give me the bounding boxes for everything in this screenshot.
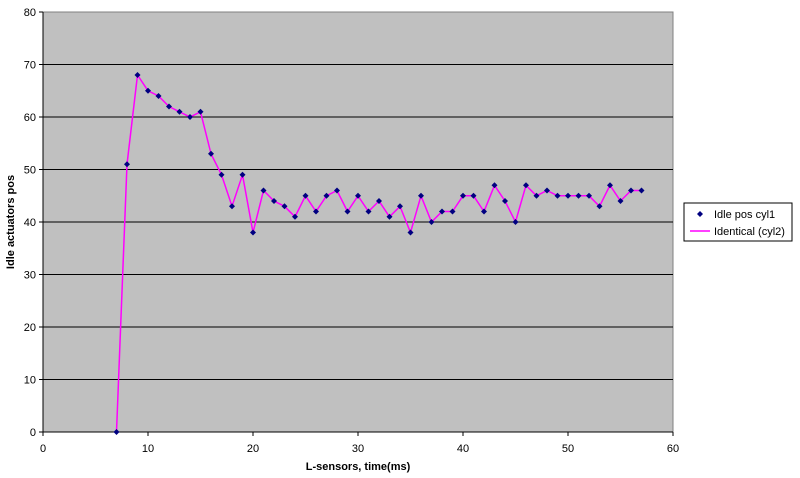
data-point bbox=[313, 208, 319, 215]
data-point bbox=[187, 114, 193, 120]
data-point bbox=[575, 192, 582, 199]
data-point bbox=[554, 192, 561, 199]
legend-entries: Idle pos cyl1 Identical (cyl2) bbox=[690, 209, 785, 238]
legend: Idle pos cyl1 Identical (cyl2) bbox=[683, 202, 793, 242]
data-point bbox=[470, 192, 477, 199]
data-point bbox=[134, 72, 141, 78]
data-point bbox=[155, 93, 162, 99]
y-tick-label: 20 bbox=[24, 322, 36, 334]
data-point bbox=[481, 208, 487, 215]
data-point bbox=[365, 208, 372, 215]
y-tick-label: 80 bbox=[24, 7, 36, 19]
data-point bbox=[607, 182, 613, 189]
data-point bbox=[617, 198, 624, 204]
data-point bbox=[271, 198, 277, 204]
data-point bbox=[197, 108, 204, 115]
data-point bbox=[334, 187, 340, 194]
x-tick-label: 60 bbox=[667, 443, 679, 455]
data-point bbox=[218, 171, 225, 178]
data-point bbox=[323, 192, 330, 199]
axes bbox=[39, 11, 674, 436]
legend-label: Idle pos cyl1 bbox=[714, 209, 775, 221]
data-point bbox=[418, 192, 424, 199]
y-tick-label: 0 bbox=[30, 427, 36, 439]
data-point bbox=[523, 182, 529, 189]
data-point bbox=[355, 192, 361, 199]
data-point bbox=[260, 187, 267, 194]
data-point bbox=[596, 203, 603, 210]
data-point bbox=[397, 203, 403, 210]
gridlines bbox=[43, 64, 673, 380]
data-point bbox=[533, 192, 540, 199]
data-point bbox=[124, 161, 130, 168]
y-tick-label: 50 bbox=[24, 165, 36, 177]
y-axis-title: Idle actuators pos bbox=[5, 175, 17, 269]
data-point bbox=[428, 219, 435, 225]
x-tick-label: 30 bbox=[352, 443, 364, 455]
data-point bbox=[407, 229, 414, 236]
legend-marker-diamond bbox=[697, 211, 703, 217]
x-tick-label: 40 bbox=[457, 443, 469, 455]
data-point bbox=[638, 187, 645, 194]
data-point bbox=[292, 213, 298, 220]
data-point bbox=[491, 182, 498, 189]
data-point bbox=[460, 192, 466, 199]
tick-labels: 0 10 20 30 40 50 60 70 80 0 10 20 30 40 50 60 bbox=[24, 7, 679, 455]
data-point bbox=[344, 208, 351, 215]
data-point bbox=[565, 192, 571, 199]
x-tick-label: 10 bbox=[142, 443, 154, 455]
x-tick-label: 0 bbox=[40, 443, 46, 455]
data-point bbox=[145, 87, 151, 94]
x-tick-label: 20 bbox=[247, 443, 259, 455]
data-point bbox=[512, 219, 519, 225]
y-tick-label: 70 bbox=[24, 60, 36, 72]
data-point bbox=[449, 208, 456, 215]
data-point bbox=[386, 213, 393, 220]
legend-label: Identical (cyl2) bbox=[714, 226, 785, 238]
data-point bbox=[544, 187, 550, 194]
legend-box bbox=[683, 202, 793, 242]
data-point bbox=[502, 198, 508, 204]
data-point bbox=[586, 192, 592, 199]
data-point bbox=[239, 171, 246, 178]
data-point bbox=[376, 198, 382, 204]
data-point bbox=[176, 108, 183, 115]
data-point bbox=[229, 203, 235, 210]
series bbox=[113, 72, 645, 435]
x-axis-title: L-sensors, time(ms) bbox=[306, 461, 411, 473]
y-tick-label: 40 bbox=[24, 217, 36, 229]
data-point bbox=[250, 229, 256, 236]
x-tick-label: 50 bbox=[562, 443, 574, 455]
data-point bbox=[166, 103, 172, 110]
y-tick-label: 10 bbox=[24, 375, 36, 387]
data-point bbox=[439, 208, 445, 215]
data-point bbox=[208, 150, 214, 157]
y-tick-label: 60 bbox=[24, 112, 36, 124]
data-point bbox=[628, 187, 634, 194]
y-tick-label: 30 bbox=[24, 270, 36, 282]
data-point bbox=[302, 192, 309, 199]
data-point bbox=[281, 203, 288, 210]
data-point bbox=[113, 429, 120, 435]
